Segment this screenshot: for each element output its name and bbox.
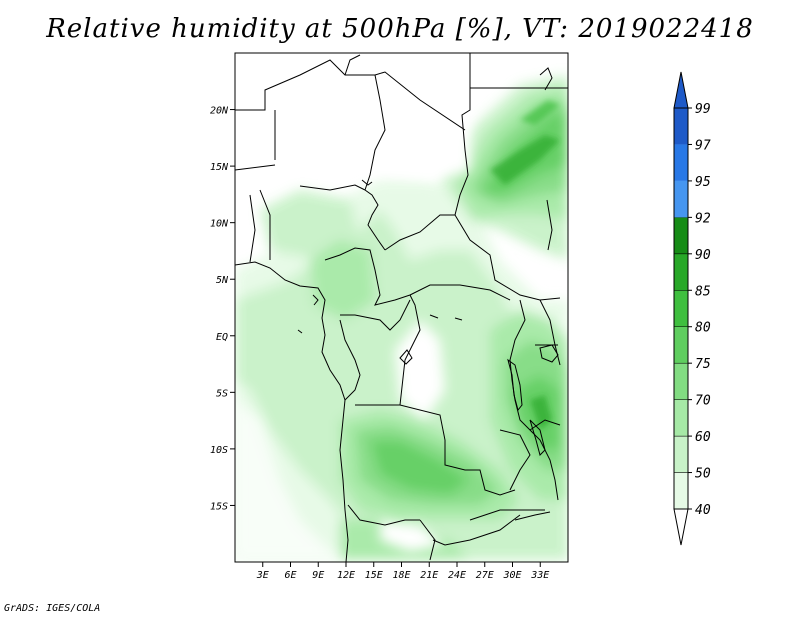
colorbar-lower-triangle bbox=[673, 508, 689, 546]
lon-tick-label: 12E bbox=[337, 570, 355, 581]
credit-footer: GrADS: IGES/COLA bbox=[4, 603, 101, 614]
lat-tick-label: 15N bbox=[210, 162, 229, 173]
colorbar-box bbox=[673, 362, 689, 400]
colorbar-box bbox=[674, 180, 688, 218]
colorbar-box bbox=[673, 217, 689, 255]
colorbar-label: 75 bbox=[695, 357, 711, 372]
colorbar-box bbox=[673, 290, 689, 327]
lon-tick-label: 15E bbox=[365, 570, 383, 581]
country-borders bbox=[235, 53, 568, 562]
colorbar-label: 60 bbox=[695, 430, 711, 445]
lat-tick-label: 5N bbox=[216, 275, 229, 286]
lat-tick-label: 15S bbox=[210, 501, 228, 512]
lon-tick-label: 24E bbox=[448, 570, 466, 581]
lon-tick-label: 21E bbox=[420, 570, 438, 581]
lon-tick-label: 30E bbox=[502, 570, 521, 581]
colorbar-label: 99 bbox=[695, 102, 711, 117]
humidity-field bbox=[235, 53, 568, 560]
longitude-axis: 3E 6E 9E 12E 15E 18E 21E 24E 27E 30E 33E bbox=[256, 562, 549, 581]
latitude-axis: 20N 15N 10N 5N EQ 5S 10S 15S bbox=[210, 106, 235, 512]
colorbar-label: 85 bbox=[695, 284, 711, 299]
lon-tick-label: 3E bbox=[256, 570, 269, 581]
colorbar-box bbox=[673, 399, 689, 437]
colorbar-box bbox=[673, 253, 689, 291]
lon-tick-label: 33E bbox=[530, 570, 549, 581]
lon-tick-label: 9E bbox=[312, 570, 324, 581]
lon-tick-label: 27E bbox=[476, 570, 494, 581]
lat-tick-label: 10S bbox=[210, 445, 228, 456]
colorbar: 40 50 60 70 75 80 85 90 92 95 97 99 bbox=[673, 71, 711, 546]
colorbar-outline bbox=[673, 107, 689, 510]
colorbar-upper-triangle bbox=[673, 71, 689, 109]
lat-tick-label: 20N bbox=[210, 106, 229, 117]
lat-tick-label: 5S bbox=[216, 388, 228, 399]
colorbar-box bbox=[673, 435, 689, 473]
colorbar-label: 97 bbox=[695, 138, 711, 153]
colorbar-label: 50 bbox=[695, 467, 711, 482]
lon-tick-label: 6E bbox=[284, 570, 296, 581]
map-title: Relative humidity at 500hPa [%], VT: 201… bbox=[46, 14, 754, 44]
colorbar-label: 40 bbox=[695, 503, 711, 518]
colorbar-label: 90 bbox=[695, 248, 711, 263]
colorbar-box bbox=[673, 472, 689, 510]
colorbar-label: 92 bbox=[695, 211, 711, 226]
colorbar-label: 70 bbox=[695, 394, 711, 409]
colorbar-box bbox=[674, 144, 688, 181]
colorbar-box bbox=[673, 326, 689, 364]
colorbar-label: 95 bbox=[695, 175, 711, 190]
lat-tick-label: EQ bbox=[216, 332, 228, 343]
colorbar-box bbox=[674, 108, 688, 145]
lat-tick-label: 10N bbox=[210, 219, 229, 230]
colorbar-label: 80 bbox=[695, 321, 711, 336]
lon-tick-label: 18E bbox=[392, 570, 410, 581]
